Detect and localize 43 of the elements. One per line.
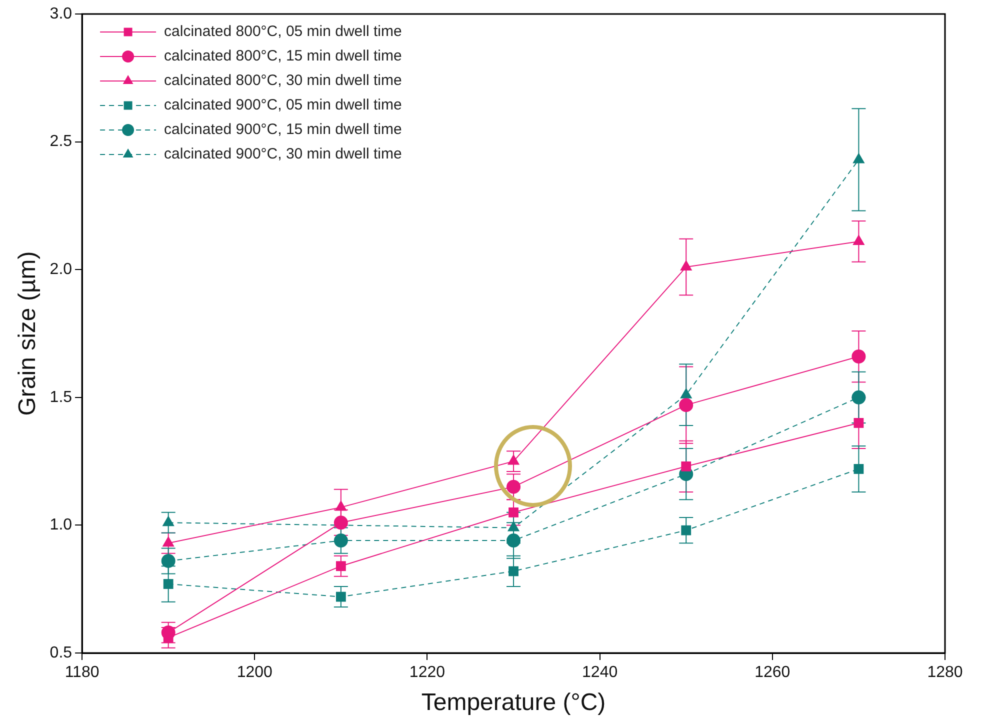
point xyxy=(852,152,865,164)
y-tick-label: 3.0 xyxy=(50,5,72,22)
y-tick-label: 2.5 xyxy=(50,133,72,150)
point xyxy=(508,566,518,576)
legend-label: calcinated 900°C, 30 min dwell time xyxy=(164,146,402,163)
y-axis-title: Grain size (µm) xyxy=(14,251,42,416)
point xyxy=(336,592,346,602)
point xyxy=(506,480,521,494)
point xyxy=(334,516,348,530)
x-tick-label: 1220 xyxy=(409,664,446,682)
point xyxy=(163,579,174,589)
y-tick-label: 1.5 xyxy=(50,388,72,406)
point xyxy=(161,554,176,568)
legend-label: calcinated 800°C, 05 min dwell time xyxy=(164,23,402,40)
point xyxy=(506,534,521,548)
x-tick-label: 1280 xyxy=(927,664,963,682)
x-tick-label: 1240 xyxy=(582,664,618,682)
point xyxy=(681,461,692,472)
point xyxy=(162,516,174,526)
y-tick-label: 1.0 xyxy=(50,516,72,534)
point xyxy=(680,260,692,271)
point xyxy=(852,350,866,364)
legend-label: calcinated 900°C, 05 min dwell time xyxy=(164,96,402,114)
legend-label: calcinated 900°C, 15 min dwell time xyxy=(164,121,402,138)
point xyxy=(680,388,692,398)
point xyxy=(508,507,518,518)
y-tick-label: 0.5 xyxy=(50,644,72,662)
point xyxy=(681,525,692,536)
point xyxy=(334,534,348,548)
point xyxy=(854,418,864,428)
point xyxy=(336,561,346,572)
x-tick-label: 1260 xyxy=(754,664,790,682)
y-tick-label: 2.0 xyxy=(50,261,72,278)
x-tick-label: 1180 xyxy=(64,664,100,682)
legend-label: calcinated 800°C, 15 min dwell time xyxy=(164,48,402,65)
point xyxy=(507,454,520,465)
point xyxy=(852,234,865,245)
x-tick-label: 1200 xyxy=(236,664,273,682)
legend-label: calcinated 800°C, 30 min dwell time xyxy=(164,72,402,90)
point xyxy=(854,464,864,474)
point xyxy=(852,390,866,404)
point xyxy=(679,398,694,412)
x-axis-title: Temperature (°C) xyxy=(421,689,606,716)
